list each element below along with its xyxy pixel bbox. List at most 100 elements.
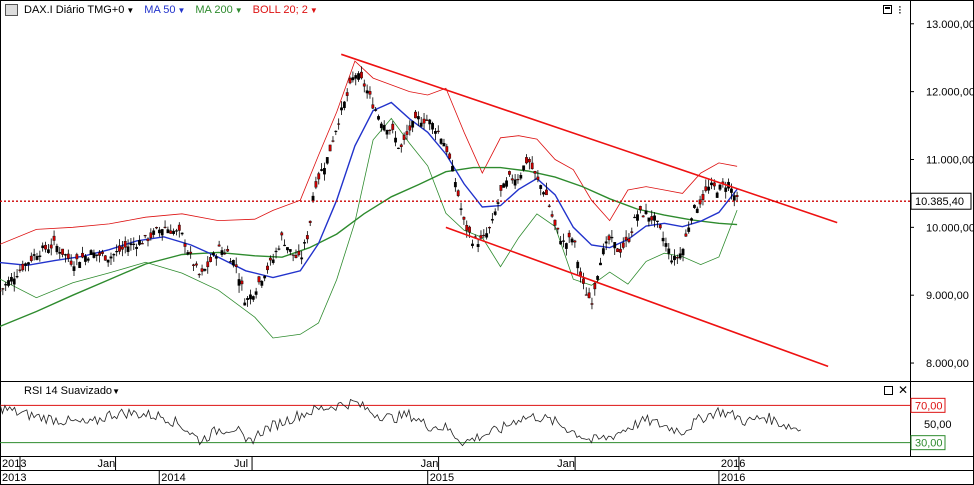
candle-body bbox=[425, 119, 429, 121]
year-tick-label: 2015 bbox=[430, 472, 454, 484]
candle-body bbox=[687, 227, 691, 232]
close-icon[interactable]: ✕ bbox=[898, 383, 909, 397]
candle-body bbox=[584, 294, 588, 296]
candle-body bbox=[291, 254, 295, 256]
candle-body bbox=[715, 192, 719, 198]
candle-body bbox=[334, 130, 338, 133]
candle-body bbox=[499, 185, 503, 191]
candle-body bbox=[442, 143, 446, 147]
candle-body bbox=[596, 276, 600, 280]
candle-body bbox=[98, 252, 102, 256]
dropdown-arrow-icon[interactable]: ▼ bbox=[112, 387, 120, 396]
candle-body bbox=[143, 234, 147, 237]
candle-body bbox=[246, 297, 249, 300]
candle-body bbox=[52, 235, 56, 241]
candle-body bbox=[320, 169, 323, 171]
candle-body bbox=[163, 226, 167, 229]
candle-body bbox=[496, 202, 500, 204]
candle-body bbox=[27, 262, 30, 265]
candle-body bbox=[206, 261, 210, 268]
month-tick-label: Jul bbox=[234, 458, 248, 470]
y-tick-label: 9.000,00 bbox=[926, 290, 969, 302]
candle-body bbox=[416, 116, 420, 120]
candle-body bbox=[123, 241, 127, 248]
candle-body bbox=[120, 246, 124, 250]
candle-body bbox=[257, 276, 261, 283]
candle-body bbox=[314, 181, 318, 188]
candle-body bbox=[607, 235, 611, 241]
rsi-50-label: 50,00 bbox=[924, 419, 952, 431]
candle-body bbox=[197, 273, 201, 276]
candle-body bbox=[300, 257, 304, 260]
candle-body bbox=[112, 253, 116, 256]
chart-type-icon[interactable] bbox=[5, 4, 18, 16]
y-tick-label: 8.000,00 bbox=[926, 358, 969, 370]
candle-body bbox=[439, 138, 443, 144]
channel-upper-line bbox=[340, 53, 838, 224]
dropdown-arrow-icon[interactable]: ▼ bbox=[309, 5, 318, 15]
ma200-label[interactable]: MA 200 ▼ bbox=[195, 4, 243, 16]
candle-body bbox=[462, 216, 466, 220]
candle-body bbox=[448, 153, 452, 159]
candle-body bbox=[345, 92, 349, 96]
candle-body bbox=[382, 125, 386, 131]
candle-body bbox=[527, 159, 531, 163]
candle-body bbox=[169, 230, 173, 234]
candle-body bbox=[240, 280, 244, 285]
candle-body bbox=[177, 224, 181, 231]
candle-body bbox=[664, 243, 668, 247]
dropdown-arrow-icon[interactable]: ▼ bbox=[126, 5, 135, 15]
candle-body bbox=[220, 250, 224, 255]
candle-body bbox=[670, 260, 674, 263]
ma50-label[interactable]: MA 50 ▼ bbox=[144, 4, 186, 16]
candle-body bbox=[18, 269, 22, 271]
candle-body bbox=[106, 259, 110, 263]
candle-body bbox=[254, 291, 258, 295]
candle-body bbox=[186, 252, 190, 255]
candle-body bbox=[371, 104, 375, 109]
candle-body bbox=[89, 250, 93, 256]
candle-body bbox=[140, 243, 144, 245]
candle-body bbox=[397, 147, 400, 149]
candle-body bbox=[493, 211, 497, 215]
dropdown-arrow-icon[interactable]: ▼ bbox=[234, 5, 243, 15]
candle-body bbox=[627, 238, 631, 242]
candle-body bbox=[280, 232, 284, 236]
month-tick-label: Jan bbox=[98, 458, 116, 470]
candle-body bbox=[129, 243, 133, 246]
candle-body bbox=[684, 233, 688, 237]
candle-body bbox=[690, 218, 693, 221]
candle-body bbox=[502, 183, 506, 188]
instrument-label[interactable]: DAX.I Diário TMG+0 ▼ bbox=[24, 4, 135, 16]
candle-body bbox=[399, 144, 403, 147]
candle-body bbox=[81, 252, 84, 258]
candle-body bbox=[488, 227, 491, 229]
candle-body bbox=[579, 271, 582, 276]
candle-body bbox=[545, 189, 548, 196]
candle-body bbox=[192, 264, 195, 266]
candle-body bbox=[570, 238, 574, 243]
rsi-maximize-button[interactable] bbox=[884, 386, 893, 395]
candle-body bbox=[405, 131, 409, 135]
candle-body bbox=[200, 268, 204, 272]
candle-body bbox=[610, 236, 614, 239]
candle-body bbox=[408, 125, 412, 131]
candle-body bbox=[217, 244, 221, 247]
candle-body bbox=[24, 263, 28, 266]
candle-body bbox=[342, 101, 346, 109]
candle-body bbox=[707, 186, 711, 191]
candle-body bbox=[92, 252, 96, 258]
candle-body bbox=[4, 283, 8, 286]
panel-menu-icon[interactable]: ⁝ bbox=[898, 3, 902, 17]
dropdown-arrow-icon[interactable]: ▼ bbox=[177, 5, 186, 15]
candle-body bbox=[214, 256, 218, 259]
maximize-button[interactable] bbox=[883, 5, 892, 14]
candle-body bbox=[229, 261, 232, 263]
candle-body bbox=[479, 235, 483, 239]
candle-body bbox=[530, 162, 534, 170]
boll-label[interactable]: BOLL 20; 2 ▼ bbox=[252, 4, 318, 16]
candle-body bbox=[175, 230, 178, 232]
candle-body bbox=[251, 296, 255, 300]
rsi-legend[interactable]: RSI 14 Suavizado▼ bbox=[24, 385, 120, 397]
candle-body bbox=[653, 215, 656, 221]
